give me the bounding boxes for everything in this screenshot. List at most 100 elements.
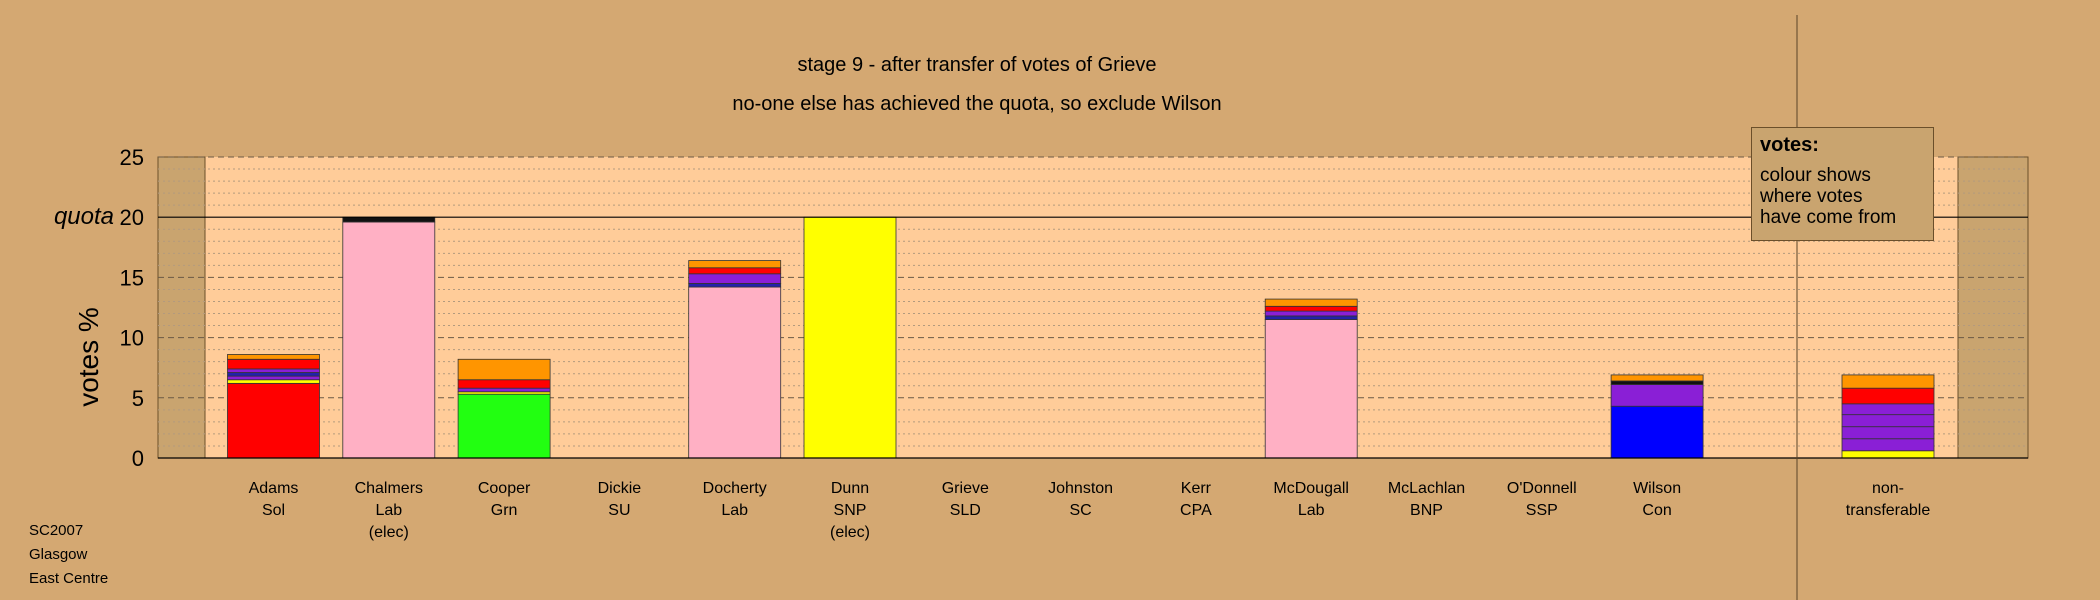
bar-segment — [227, 354, 320, 360]
plot-area — [158, 157, 2028, 458]
candidate-name-label: non- — [1872, 480, 1904, 497]
bar-segment — [688, 267, 782, 275]
bar-segment — [1264, 305, 1358, 312]
legend-line: have come from — [1760, 207, 1897, 228]
bar-segment — [342, 216, 436, 223]
x-tick-labels: Adams Sol Chalmers Lab (elec) Cooper Grn Dickie… — [249, 480, 1931, 541]
y-tick-label: 20 — [120, 205, 144, 230]
candidate-name-label: Johnston — [1048, 480, 1113, 497]
ward-name: East Centre — [29, 570, 109, 587]
candidate-name-label: Kerr — [1181, 480, 1212, 497]
bar-segment — [227, 375, 320, 381]
bar-segment — [457, 379, 551, 389]
bar-segment — [457, 393, 551, 459]
y-tick-label: 5 — [132, 386, 144, 411]
bar-segment — [1610, 405, 1704, 459]
bar-segment — [1841, 403, 1935, 416]
bar-segment — [1264, 315, 1358, 320]
bar-segment — [227, 379, 320, 384]
bar-segment — [227, 368, 320, 373]
bar-segment — [1264, 298, 1358, 307]
bar-segment — [1841, 426, 1935, 440]
bar-segment — [688, 286, 782, 459]
council-name: Glasgow — [29, 546, 88, 563]
bar-stack — [457, 358, 551, 459]
candidate-name-label: Wilson — [1633, 480, 1681, 497]
party-label: Grn — [491, 502, 518, 519]
elected-label: (elec) — [369, 524, 409, 541]
bar-segment — [227, 358, 320, 370]
candidate-name-label: Adams — [249, 480, 299, 497]
candidate-name-label: McDougall — [1273, 480, 1349, 497]
plot-side-panel-left — [157, 156, 206, 459]
party-label: CPA — [1180, 502, 1212, 519]
bar-stack — [1264, 298, 1358, 459]
y-tick-labels: 0 5 10 15 20 25 — [120, 145, 144, 471]
party-label: SNP — [834, 502, 867, 519]
party-label: Lab — [1298, 502, 1325, 519]
party-label: SU — [608, 502, 630, 519]
legend-line: colour shows — [1760, 165, 1871, 186]
bar-segment — [457, 387, 551, 393]
bar-segment — [1610, 380, 1704, 385]
plot-side-panel-right — [1957, 156, 2029, 459]
candidate-name-label: McLachlan — [1388, 480, 1465, 497]
party-label: Lab — [375, 502, 402, 519]
bar-segment — [1841, 414, 1935, 428]
bar-stack — [688, 260, 782, 459]
gridlines — [158, 156, 2028, 447]
party-label: BNP — [1410, 502, 1443, 519]
bar-segment — [227, 382, 320, 459]
bar-segment — [1841, 438, 1935, 452]
bars — [227, 216, 1935, 459]
bar-stack — [1610, 374, 1704, 459]
election-code: SC2007 — [29, 522, 84, 539]
y-tick-label: 25 — [120, 145, 144, 170]
candidate-name-label: Docherty — [703, 480, 767, 497]
y-axis-label: votes % — [73, 307, 104, 407]
bar-segment — [1610, 374, 1704, 382]
bar-segment — [457, 358, 551, 381]
bar-segment — [342, 221, 436, 459]
legend-line: where votes — [1760, 186, 1863, 207]
party-label: SC — [1069, 502, 1091, 519]
bar-segment — [1264, 310, 1358, 317]
bar-segment — [227, 372, 320, 377]
candidate-name-label: Dickie — [598, 480, 642, 497]
party-label: Sol — [262, 502, 285, 519]
candidate-name-label: Dunn — [831, 480, 869, 497]
bar-stack — [1841, 374, 1935, 459]
candidate-name-label: Chalmers — [355, 480, 423, 497]
elected-label: (elec) — [830, 524, 870, 541]
candidate-name-label: Cooper — [478, 480, 531, 497]
candidate-name-label: Grieve — [942, 480, 989, 497]
bar-segment — [1841, 387, 1935, 405]
bar-segment — [688, 283, 782, 288]
bar-stack — [803, 216, 897, 459]
y-tick-label: 15 — [120, 265, 144, 290]
bar-segment — [688, 273, 782, 284]
chart-subtitle: no-one else has achieved the quota, so e… — [732, 93, 1221, 115]
bar-segment — [803, 216, 897, 459]
quota-label: quota — [54, 203, 114, 230]
party-label: SLD — [950, 502, 981, 519]
bar-stack — [342, 216, 436, 459]
party-label: Lab — [721, 502, 748, 519]
bar-stack — [227, 354, 320, 459]
legend-title: votes: — [1760, 134, 1819, 156]
party-label: SSP — [1526, 502, 1558, 519]
constituency-label: SC2007 Glasgow East Centre — [29, 519, 108, 591]
bar-segment — [1610, 384, 1704, 407]
bar-segment — [1264, 319, 1358, 459]
y-tick-label: 10 — [120, 326, 144, 351]
legend: votes: colour shows where votes have com… — [1751, 127, 1934, 241]
chart-title: stage 9 - after transfer of votes of Gri… — [797, 54, 1156, 76]
party-label: Con — [1642, 502, 1671, 519]
bar-segment — [1841, 374, 1935, 389]
candidate-name-label: O'Donnell — [1507, 480, 1577, 497]
bar-segment — [1841, 450, 1935, 459]
y-tick-label: 0 — [132, 446, 144, 471]
party-label: transferable — [1846, 502, 1931, 519]
bar-segment — [688, 260, 782, 269]
